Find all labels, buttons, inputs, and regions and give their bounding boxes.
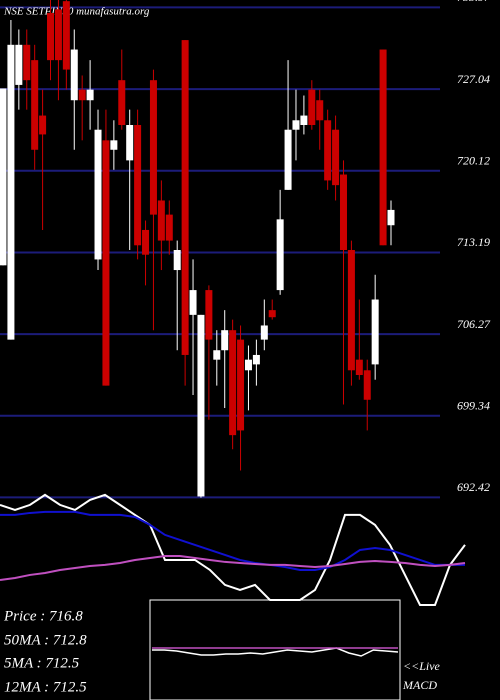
candle-body bbox=[237, 339, 245, 431]
candle-body bbox=[268, 310, 276, 318]
legend-line: 5MA : 712.5 bbox=[4, 655, 80, 671]
y-tick-label: 692.42 bbox=[457, 480, 490, 494]
candle-body bbox=[149, 80, 157, 215]
candle-body bbox=[332, 129, 340, 186]
y-tick-label: 713.19 bbox=[457, 235, 490, 249]
y-tick-label: 727.04 bbox=[457, 72, 490, 86]
line-series bbox=[0, 493, 466, 606]
legend-line: 12MA : 712.5 bbox=[4, 679, 87, 695]
candle-body bbox=[118, 80, 126, 125]
candle-body bbox=[134, 125, 142, 246]
candle-body bbox=[292, 120, 300, 130]
y-tick-label: 733.97 bbox=[457, 0, 491, 4]
candle-body bbox=[221, 330, 229, 351]
candle-body bbox=[244, 359, 252, 371]
candle-body bbox=[276, 219, 284, 291]
macd-label: MACD bbox=[402, 678, 437, 692]
candle-body bbox=[371, 299, 379, 365]
legend-line: 50MA : 712.8 bbox=[4, 632, 87, 648]
candle-body bbox=[7, 44, 15, 340]
candle-body bbox=[142, 229, 150, 255]
line-series bbox=[152, 647, 399, 657]
candle-body bbox=[387, 209, 395, 226]
candle-body bbox=[252, 354, 260, 365]
y-tick-label: 706.27 bbox=[457, 317, 491, 331]
y-tick-label: 699.34 bbox=[457, 399, 490, 413]
chart-title: NSE SETFIN50 munafasutra.org bbox=[3, 6, 150, 18]
candle-body bbox=[70, 49, 78, 101]
candle-body bbox=[324, 120, 332, 181]
candle-body bbox=[54, 9, 62, 61]
candle-body bbox=[260, 325, 268, 340]
line-series bbox=[0, 554, 466, 581]
candle-body bbox=[78, 89, 86, 101]
candle-body bbox=[15, 44, 23, 85]
candle-body bbox=[47, 12, 55, 61]
candle-body bbox=[379, 49, 387, 246]
candle-body bbox=[229, 330, 237, 436]
candle-body bbox=[126, 125, 134, 161]
candle-body bbox=[347, 250, 355, 371]
candle-body bbox=[23, 44, 31, 81]
candle-body bbox=[355, 359, 363, 375]
candle-body bbox=[102, 140, 110, 386]
candle-body bbox=[284, 129, 292, 190]
candle-body bbox=[189, 290, 197, 315]
candle-body bbox=[94, 129, 102, 260]
candle-body bbox=[0, 88, 7, 266]
candle-body bbox=[165, 214, 173, 241]
candle-body bbox=[157, 200, 165, 241]
candle-body bbox=[39, 115, 47, 135]
candle-body bbox=[62, 1, 70, 70]
legend-line: Price : 716.8 bbox=[3, 608, 83, 624]
candle-body bbox=[31, 60, 39, 150]
candle-body bbox=[300, 115, 308, 125]
candle-body bbox=[197, 314, 205, 497]
line-series bbox=[0, 510, 465, 571]
candle-body bbox=[363, 370, 371, 400]
candle-body bbox=[86, 89, 94, 101]
candle-body bbox=[181, 40, 189, 355]
candle-body bbox=[213, 350, 221, 360]
candle-body bbox=[173, 250, 181, 271]
macd-label: <<Live bbox=[403, 659, 441, 673]
candle-body bbox=[316, 100, 324, 121]
macd-box bbox=[149, 599, 401, 700]
y-tick-label: 720.12 bbox=[457, 154, 490, 168]
candle-body bbox=[205, 290, 213, 340]
candle-body bbox=[110, 140, 118, 150]
candle-body bbox=[308, 89, 316, 125]
candle-body bbox=[339, 174, 347, 250]
